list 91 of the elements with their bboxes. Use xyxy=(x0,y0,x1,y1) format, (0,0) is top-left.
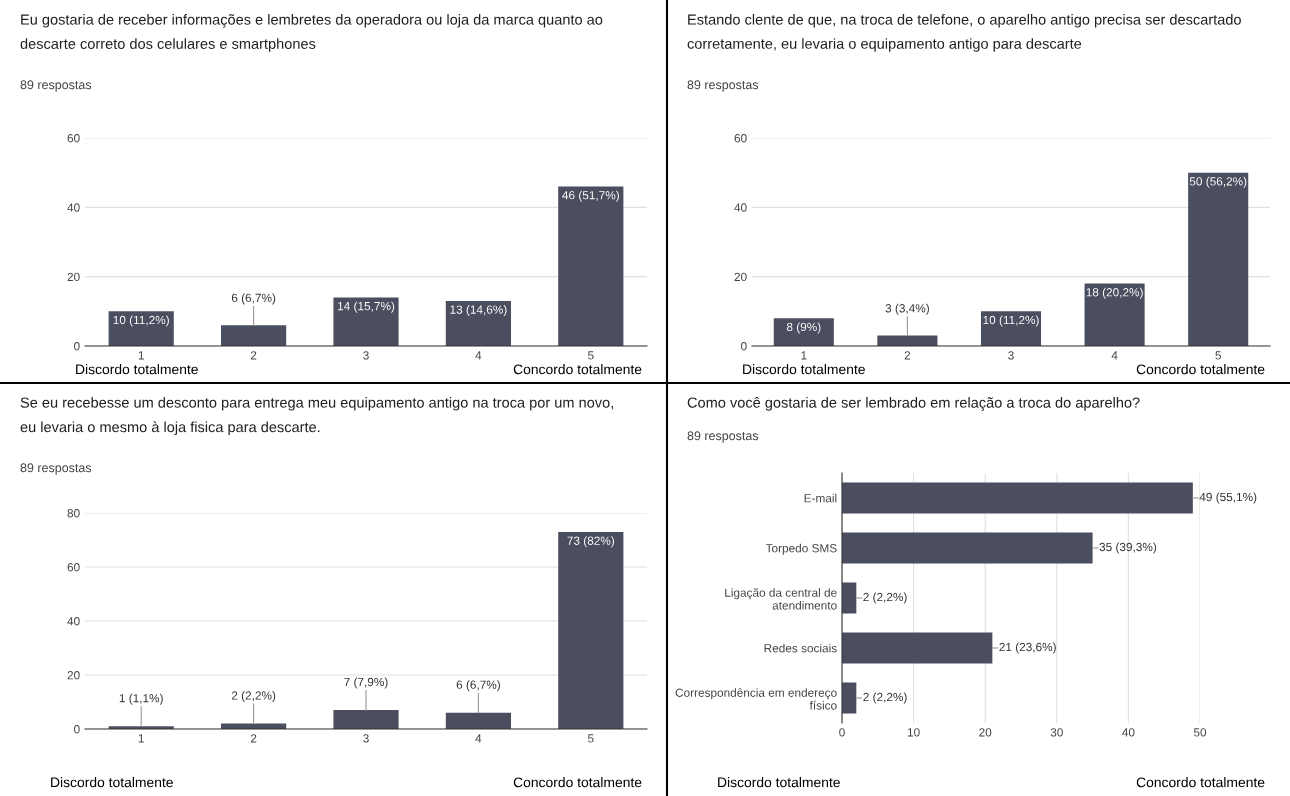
y-tick-label: Redes sociais xyxy=(764,643,837,653)
x-tick-label: 3 xyxy=(363,734,369,743)
x-tick-label: 2 xyxy=(904,351,911,360)
bar xyxy=(558,186,624,346)
y-tick-label: 80 xyxy=(67,509,80,518)
x-tick-label: 3 xyxy=(363,351,369,360)
data-label: 3 (3,4%) xyxy=(885,303,929,315)
text: Concordo totalmente xyxy=(513,364,642,375)
data-label: 18 (20,2%) xyxy=(1086,287,1143,299)
data-label: 49 (55,1%) xyxy=(1199,492,1257,504)
x-tick-label: 5 xyxy=(587,734,594,743)
data-label: 35 (39,3%) xyxy=(1099,542,1157,554)
text: Concordo totalmente xyxy=(1136,364,1265,375)
y-tick-label: 0 xyxy=(74,342,80,351)
text: Concordo totalmente xyxy=(1136,777,1265,788)
x-tick-label: 3 xyxy=(1008,351,1014,360)
data-label: 7 (7,9%) xyxy=(344,677,388,689)
data-label: 6 (6,7%) xyxy=(231,293,276,305)
text: Discordo totalmente xyxy=(743,364,865,375)
y-tick-label: 20 xyxy=(67,272,80,282)
data-label: 14 (15,7%) xyxy=(338,301,395,313)
y-tick-label: E-mail xyxy=(804,493,837,503)
data-label: 8 (9%) xyxy=(786,322,821,334)
x-tick-label: 40 xyxy=(1122,728,1135,737)
bar xyxy=(842,482,1193,514)
data-label: 10 (11,2%) xyxy=(113,315,169,327)
y-tick-label: 60 xyxy=(67,563,80,572)
x-tick-label: 20 xyxy=(979,728,992,737)
x-tick-label: 10 xyxy=(907,728,920,737)
data-label: 2 (2,2%) xyxy=(863,692,907,704)
data-label: 46 (51,7%) xyxy=(562,190,619,202)
bar xyxy=(842,682,857,714)
data-label: 10 (11,2%) xyxy=(983,315,1039,327)
x-tick-label: 1 xyxy=(801,351,807,360)
chart-title: Como você gostaria de ser lembrado em relação a troca do aparelho? xyxy=(687,397,1140,411)
x-tick-label: 0 xyxy=(839,728,845,737)
y-tick-label: 20 xyxy=(67,671,80,680)
text: Discordo totalmente xyxy=(718,777,840,788)
y-tick-label: 40 xyxy=(734,203,747,212)
x-tick-label: 4 xyxy=(475,734,482,743)
text: 89 respostas xyxy=(687,431,759,443)
y-tick-label: 20 xyxy=(734,272,747,282)
text: Discordo totalmente xyxy=(76,364,198,375)
data-label: 13 (14,6%) xyxy=(450,305,507,317)
chart-subtitle: 89 respostas xyxy=(687,80,759,92)
chart-subtitle: 89 respostas xyxy=(20,463,92,475)
bar xyxy=(333,297,399,346)
data-label: 6 (6,7%) xyxy=(456,680,500,692)
y-tick-label: 60 xyxy=(67,134,80,143)
x-tick-label: 1 xyxy=(138,351,144,360)
y-tick-label: 60 xyxy=(734,134,747,143)
text: Discordo totalmente xyxy=(51,777,173,788)
x-tick-label: 5 xyxy=(1215,351,1221,360)
chart-title: Eu gostaria de receber informações e lembretes da operadora ou loja da marca quanto ao descarte correto dos celulares e smartphones xyxy=(20,14,603,52)
data-label: 73 (82%) xyxy=(567,536,615,548)
y-tick-label: 0 xyxy=(741,342,747,351)
bar xyxy=(221,325,287,346)
bar xyxy=(842,532,1093,564)
bar xyxy=(445,300,511,346)
data-label: 21 (23,6%) xyxy=(999,642,1056,654)
chart-subtitle: 89 respostas xyxy=(20,80,92,92)
y-tick-label: 40 xyxy=(67,203,80,212)
data-label: 2 (2,2%) xyxy=(231,690,276,702)
bar xyxy=(842,632,993,664)
x-tick-label: 4 xyxy=(1111,351,1118,360)
y-tick-label: 40 xyxy=(67,617,80,626)
x-tick-label: 4 xyxy=(475,351,482,360)
bar xyxy=(108,311,174,346)
chart-title: Estando clente de que, na troca de telefone, o aparelho antigo precisa ser descartado corretamente, eu levaria o equipamento antigo para descarte xyxy=(687,14,1241,52)
text: Concordo totalmente xyxy=(513,777,642,788)
data-label: 1 (1,1%) xyxy=(119,693,163,705)
x-tick-label: 2 xyxy=(250,351,257,360)
x-tick-label: 5 xyxy=(587,351,594,360)
data-label: 2 (2,2%) xyxy=(863,592,907,604)
x-tick-label: 50 xyxy=(1193,728,1207,737)
x-tick-label: 30 xyxy=(1050,728,1063,737)
bar xyxy=(842,582,857,614)
bar xyxy=(980,311,1042,346)
bar xyxy=(1084,283,1145,346)
bar xyxy=(333,710,399,729)
bar xyxy=(1188,172,1249,346)
y-tick-label: Ligação da central de atendimento xyxy=(725,588,837,610)
y-tick-label: Correspondência em endereço físico xyxy=(675,688,837,710)
data-label: 50 (56,2%) xyxy=(1189,176,1247,188)
chart-title: Se eu recebesse um desconto para entrega meu equipamento antigo na troca por um novo, eu levaria o mesmo à loja fisica para descarte. xyxy=(20,397,613,436)
y-tick-label: Torpedo SMS xyxy=(765,543,837,555)
x-tick-label: 2 xyxy=(250,734,257,743)
bar xyxy=(558,531,624,729)
bar xyxy=(773,318,834,346)
x-tick-label: 1 xyxy=(138,734,144,743)
bar xyxy=(445,712,511,729)
